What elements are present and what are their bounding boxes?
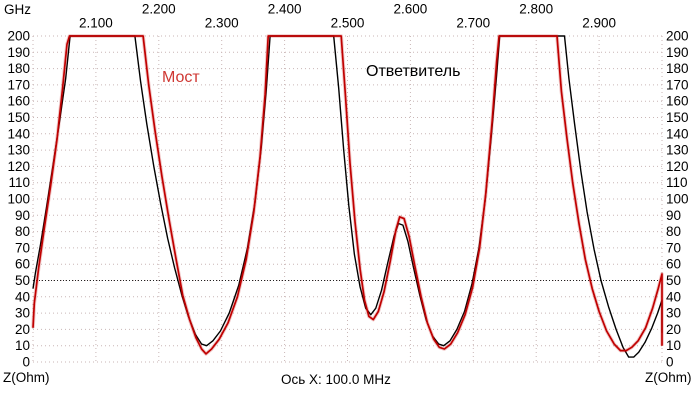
x-tick-label: 2.900 — [582, 16, 616, 31]
y-tick-label-left: 60 — [15, 257, 30, 272]
y-tick-label-right: 70 — [666, 240, 681, 255]
x-scale-label: Ось X: 100.0 MHz — [281, 372, 391, 387]
y-tick-label-right: 130 — [666, 143, 689, 158]
x-tick-label: 2.800 — [519, 2, 553, 17]
y-tick-label-right: 140 — [666, 126, 689, 141]
x-tick-label: 2.700 — [456, 16, 490, 31]
y-tick-label-left: 130 — [7, 143, 30, 158]
x-tick-label: 2.400 — [268, 2, 302, 17]
y-tick-label-left: 20 — [15, 322, 30, 337]
x-tick-label: 2.600 — [394, 2, 428, 17]
y-tick-label-right: 20 — [666, 322, 681, 337]
series-bridge — [32, 35, 663, 355]
y-tick-label-right: 100 — [666, 192, 689, 207]
y-tick-label-right: 90 — [666, 208, 681, 223]
y-tick-label-right: 200 — [666, 29, 689, 44]
y-tick-label-left: 110 — [8, 175, 30, 190]
series-label-bridge: Мост — [162, 69, 200, 86]
y-axis-unit-label-right: Z(Ohm) — [645, 370, 692, 385]
x-tick-label: 2.200 — [142, 2, 176, 17]
y-axis-unit-label-left: Z(Ohm) — [3, 370, 50, 385]
y-tick-label-left: 10 — [15, 338, 30, 353]
y-tick-label-left: 180 — [7, 61, 30, 76]
y-tick-label-right: 60 — [666, 257, 681, 272]
y-tick-label-right: 160 — [666, 94, 689, 109]
x-tick-label: 2.100 — [79, 16, 113, 31]
series-coupler — [32, 35, 663, 358]
x-tick-label: 2.500 — [331, 16, 365, 31]
y-tick-label-left: 30 — [15, 306, 30, 321]
y-tick-label-right: 120 — [666, 159, 689, 174]
y-tick-label-left: 0 — [22, 355, 30, 370]
y-tick-label-right: 40 — [666, 289, 681, 304]
series-label-coupler: Ответвитель — [366, 63, 461, 80]
y-tick-label-right: 10 — [666, 338, 681, 353]
y-tick-label-right: 170 — [666, 77, 689, 92]
y-tick-label-left: 40 — [15, 289, 30, 304]
x-axis-unit-label: GHz — [4, 2, 31, 17]
y-tick-label-right: 80 — [666, 224, 681, 239]
y-tick-label-right: 50 — [666, 273, 681, 288]
y-tick-label-left: 160 — [7, 94, 30, 109]
y-tick-label-left: 80 — [15, 224, 30, 239]
y-tick-label-right: 110 — [666, 175, 688, 190]
y-tick-label-right: 0 — [666, 355, 674, 370]
y-tick-label-left: 100 — [7, 192, 30, 207]
x-tick-label: 2.300 — [205, 16, 239, 31]
y-tick-label-right: 30 — [666, 306, 681, 321]
y-tick-label-right: 190 — [666, 45, 689, 60]
y-tick-label-left: 170 — [7, 77, 30, 92]
y-tick-label-left: 50 — [15, 273, 30, 288]
y-tick-label-left: 200 — [7, 29, 30, 44]
y-tick-label-left: 70 — [15, 240, 30, 255]
y-tick-label-left: 140 — [7, 126, 30, 141]
y-tick-label-left: 150 — [7, 110, 30, 125]
y-tick-label-right: 180 — [666, 61, 689, 76]
y-tick-label-left: 90 — [15, 208, 30, 223]
y-tick-label-right: 150 — [666, 110, 689, 125]
y-tick-label-left: 120 — [7, 159, 30, 174]
y-tick-label-left: 190 — [7, 45, 30, 60]
